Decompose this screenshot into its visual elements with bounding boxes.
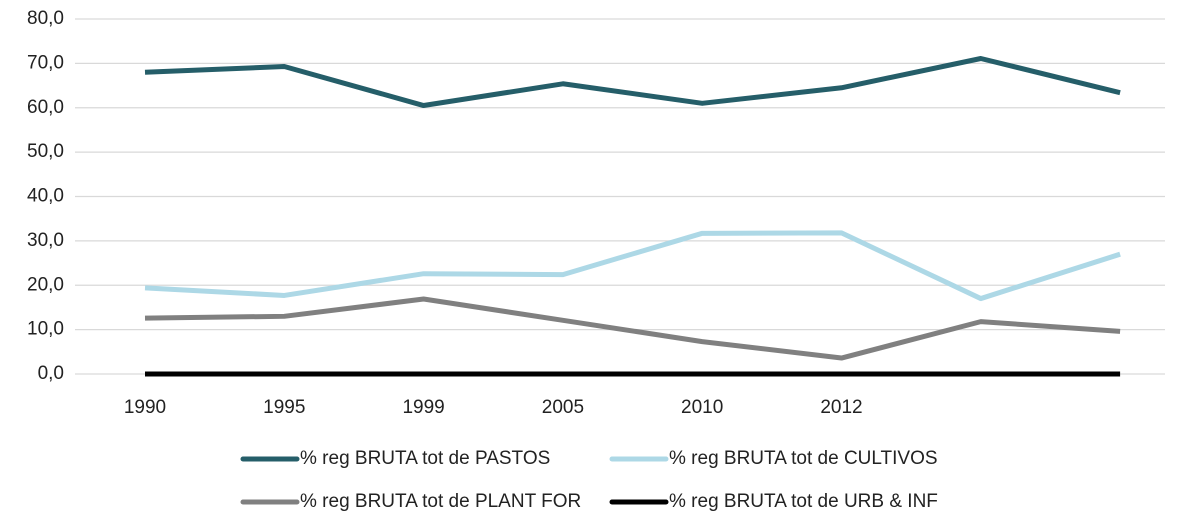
series-line: [144, 230, 1121, 302]
x-tick-label: 2010: [681, 397, 723, 418]
y-tick-label: 70,0: [27, 52, 64, 73]
y-tick-label: 10,0: [27, 319, 64, 340]
x-tick-label: 1990: [124, 397, 166, 418]
y-tick-label: 60,0: [27, 97, 64, 118]
series-line: [144, 296, 1121, 361]
x-tick-label: 1995: [263, 397, 305, 418]
legend-label: % reg BRUTA tot de PLANT FOR: [300, 491, 581, 512]
legend-label: % reg BRUTA tot de URB & INF: [669, 491, 938, 512]
legend-label: % reg BRUTA tot de CULTIVOS: [669, 448, 938, 469]
x-tick-label: 2012: [820, 397, 862, 418]
y-tick-label: 20,0: [27, 274, 64, 295]
x-tick-label: 2005: [542, 397, 584, 418]
y-tick-label: 80,0: [27, 8, 64, 29]
legend-label: % reg BRUTA tot de PASTOS: [300, 448, 550, 469]
series-line: [144, 55, 1121, 109]
x-tick-label: 1999: [402, 397, 444, 418]
y-tick-label: 0,0: [38, 363, 64, 384]
y-tick-label: 50,0: [27, 141, 64, 162]
y-tick-label: 40,0: [27, 186, 64, 207]
y-tick-label: 30,0: [27, 230, 64, 251]
